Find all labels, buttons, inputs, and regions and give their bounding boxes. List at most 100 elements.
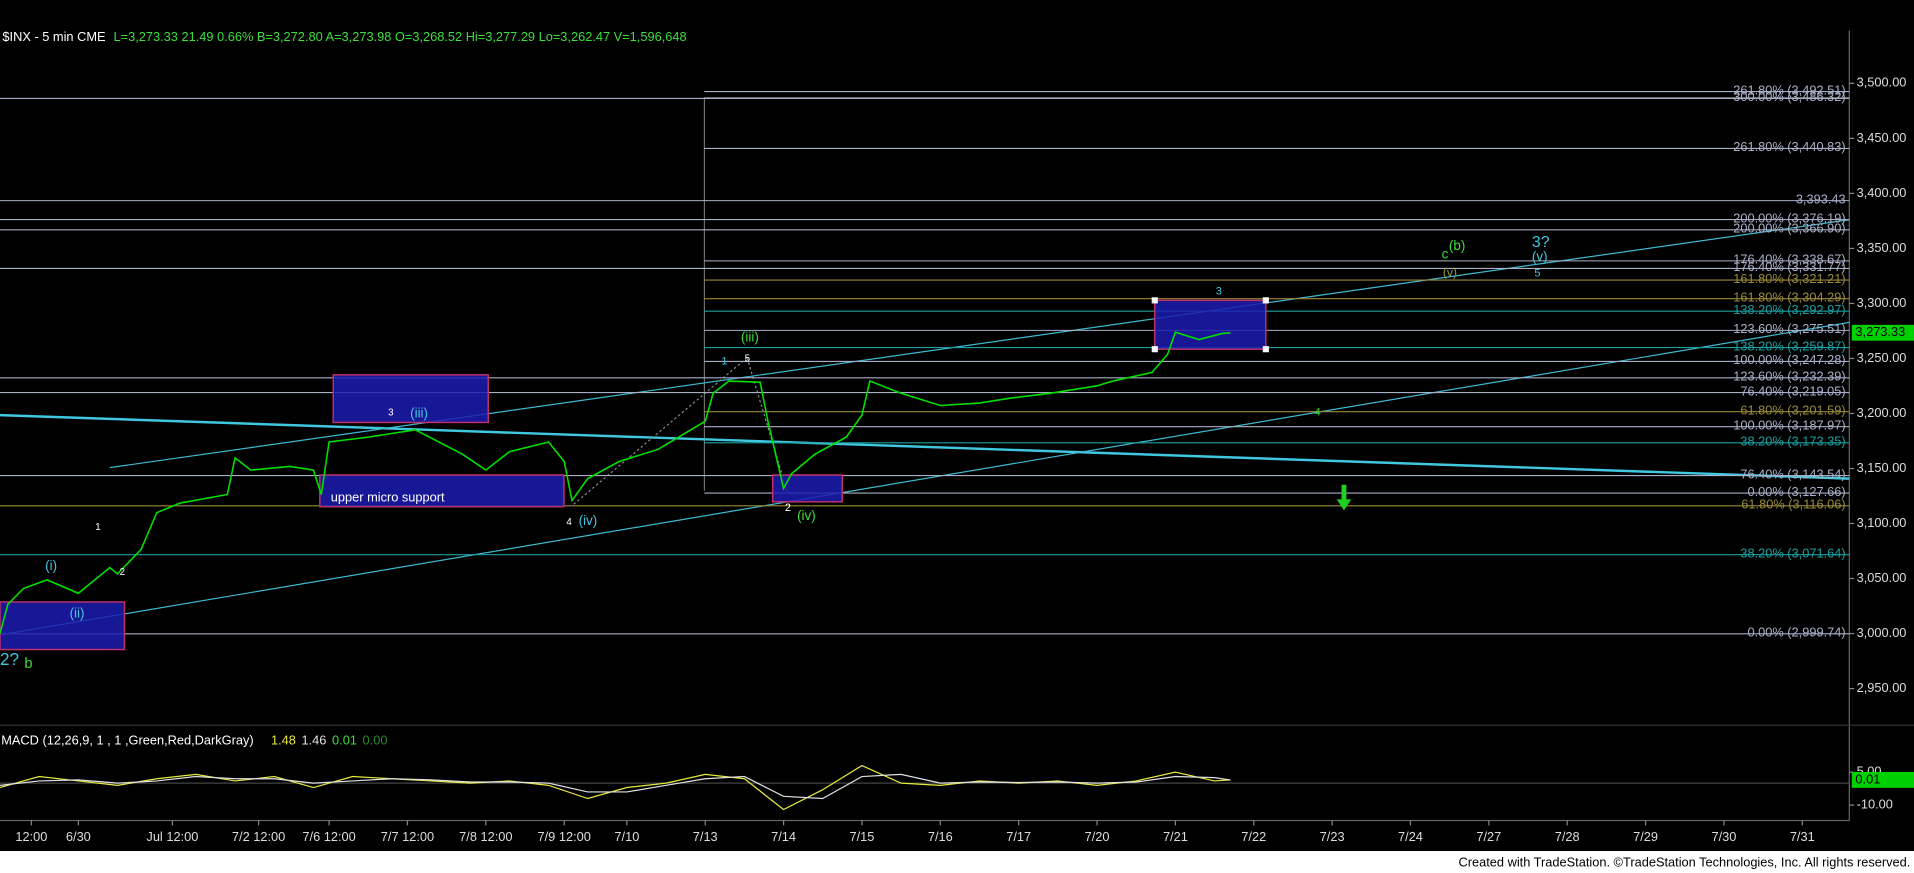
x-tick-label: 7/21 bbox=[1163, 829, 1188, 844]
footer: Created with TradeStation. ©TradeStation… bbox=[1459, 855, 1911, 870]
x-tick-label: 7/10 bbox=[614, 829, 639, 844]
x-tick-label: 7/28 bbox=[1555, 829, 1580, 844]
wave-label: (v) bbox=[1532, 249, 1548, 264]
fib-label: 176.40% (3,338.67) bbox=[1733, 252, 1845, 267]
fib-label: 123.60% (3,232.39) bbox=[1733, 369, 1845, 384]
x-tick-label: 12:00 bbox=[15, 829, 47, 844]
wave-label: (b) bbox=[1449, 238, 1465, 253]
wave-label: (i) bbox=[45, 558, 57, 573]
fib-label: 200.00% (3,376.19) bbox=[1733, 210, 1845, 225]
x-tick-label: 7/29 bbox=[1633, 829, 1658, 844]
macd-line bbox=[0, 773, 1231, 800]
y-tick-label: 3,350.00 bbox=[1857, 240, 1907, 255]
wave-label: 3 bbox=[388, 407, 393, 418]
y-tick-label: 3,400.00 bbox=[1857, 185, 1907, 200]
support-box bbox=[0, 601, 126, 651]
fib-label: 76.40% (3,143.54) bbox=[1740, 466, 1845, 481]
symbol: $INX - 5 min CME bbox=[2, 29, 105, 44]
fib-label: 200.00% (3,366.90) bbox=[1733, 221, 1845, 236]
x-tick-label: 7/22 bbox=[1241, 829, 1266, 844]
macd-title: MACD (12,26,9, 1 , 1 ,Green,Red,DarkGray… bbox=[1, 733, 253, 748]
macd-readout: 1.48 bbox=[271, 733, 296, 748]
box-handle bbox=[1151, 346, 1158, 353]
x-tick-label: 7/6 12:00 bbox=[302, 829, 355, 844]
x-tick-label: 7/27 bbox=[1476, 829, 1501, 844]
support-box bbox=[1154, 299, 1267, 350]
fib-label: 38.20% (3,173.35) bbox=[1740, 434, 1845, 449]
fib-label: 138.20% (3,259.87) bbox=[1733, 338, 1845, 353]
macd-tag bbox=[1851, 771, 1914, 788]
fib-label: 61.80% (3,201.59) bbox=[1740, 403, 1845, 418]
trend-line bbox=[0, 321, 1850, 636]
down-arrow bbox=[1336, 484, 1352, 511]
y-tick-label: 3,450.00 bbox=[1857, 130, 1907, 145]
y-tick-label: 3,150.00 bbox=[1857, 460, 1907, 475]
dotted-line bbox=[746, 357, 788, 493]
support-box bbox=[332, 374, 489, 424]
x-tick-label: 6/30 bbox=[66, 829, 91, 844]
macd-readout: 0.00 bbox=[363, 733, 388, 748]
wave-label: 2? bbox=[0, 650, 19, 669]
fib-label: 0.00% (2,999.74) bbox=[1747, 625, 1845, 640]
fib-label: 161.80% (3,321.21) bbox=[1733, 271, 1845, 286]
wave-label: (ii) bbox=[70, 606, 85, 621]
dotted-line bbox=[573, 357, 748, 505]
wave-label: 2 bbox=[785, 502, 791, 514]
x-tick-label: 7/31 bbox=[1790, 829, 1815, 844]
fib-label: 3,393.43 bbox=[1796, 191, 1846, 206]
wave-label: 3? bbox=[1532, 234, 1550, 251]
fib-label: 261.80% (3,440.83) bbox=[1733, 139, 1845, 154]
x-tick-label: 7/16 bbox=[928, 829, 953, 844]
wave-label: c bbox=[1442, 247, 1449, 262]
box-handle bbox=[1262, 297, 1269, 304]
last-price-label: 3,273.33 bbox=[1855, 324, 1905, 339]
x-tick-label: 7/24 bbox=[1398, 829, 1423, 844]
x-tick-label: 7/20 bbox=[1085, 829, 1110, 844]
y-tick-label: 2,950.00 bbox=[1857, 680, 1907, 695]
x-tick-label: 7/23 bbox=[1320, 829, 1345, 844]
macd-readout: 1.46 bbox=[302, 733, 327, 748]
wave-label: 2 bbox=[120, 567, 125, 578]
footer-band bbox=[0, 851, 1914, 873]
y-tick-label: 3,200.00 bbox=[1857, 405, 1907, 420]
wave-label: 5 bbox=[745, 354, 751, 365]
fib-label: 100.00% (3,247.28) bbox=[1733, 352, 1845, 367]
fib-label: 0.00% (3,127.66) bbox=[1747, 484, 1845, 499]
x-tick-label: 7/2 12:00 bbox=[232, 829, 285, 844]
x-tick-label: 7/15 bbox=[850, 829, 875, 844]
wave-label: (iii) bbox=[410, 405, 428, 420]
y-tick-label: -10.00 bbox=[1857, 797, 1893, 812]
wave-label: 5 bbox=[1534, 267, 1540, 279]
y-tick-label: 3,500.00 bbox=[1857, 75, 1907, 90]
quote: L=3,273.33 21.49 0.66% B=3,272.80 A=3,27… bbox=[114, 29, 687, 44]
fib-label: 100.00% (3,187.97) bbox=[1733, 417, 1845, 432]
x-tick-label: 7/30 bbox=[1711, 829, 1736, 844]
fib-label: 161.80% (3,304.29) bbox=[1733, 289, 1845, 304]
fib-label: 123.60% (3,275.51) bbox=[1733, 321, 1845, 336]
y-tick-label: 3,000.00 bbox=[1857, 625, 1907, 640]
x-tick-label: 7/14 bbox=[771, 829, 796, 844]
x-tick-label: 7/9 12:00 bbox=[538, 829, 591, 844]
y-tick-label: 3,300.00 bbox=[1857, 295, 1907, 310]
wave-label: 3 bbox=[1216, 286, 1222, 298]
wave-label: (v) bbox=[1443, 266, 1457, 280]
x-tick-label: 7/7 12:00 bbox=[381, 829, 434, 844]
fib-label: 76.40% (3,219.05) bbox=[1740, 383, 1845, 398]
fib-label: 61.80% (3,116.06) bbox=[1741, 497, 1845, 512]
wave-label: 1 bbox=[95, 522, 100, 533]
wave-label: b bbox=[24, 656, 32, 672]
wave-label: (iii) bbox=[741, 330, 759, 345]
wave-label: upper micro support bbox=[331, 490, 445, 505]
fib-label: 138.20% (3,292.97) bbox=[1733, 302, 1845, 317]
wave-label: 1 bbox=[721, 355, 727, 367]
box-handle bbox=[1262, 346, 1269, 353]
x-tick-label: 7/17 bbox=[1006, 829, 1031, 844]
macd-tag-label: 0.01 bbox=[1855, 771, 1880, 786]
x-tick-label: 7/13 bbox=[693, 829, 718, 844]
wave-label: 4 bbox=[1315, 407, 1321, 419]
last-price-tag bbox=[1851, 324, 1914, 341]
trend-line bbox=[0, 413, 1850, 480]
fib-label: 261.80% (3,492.51) bbox=[1733, 82, 1845, 97]
